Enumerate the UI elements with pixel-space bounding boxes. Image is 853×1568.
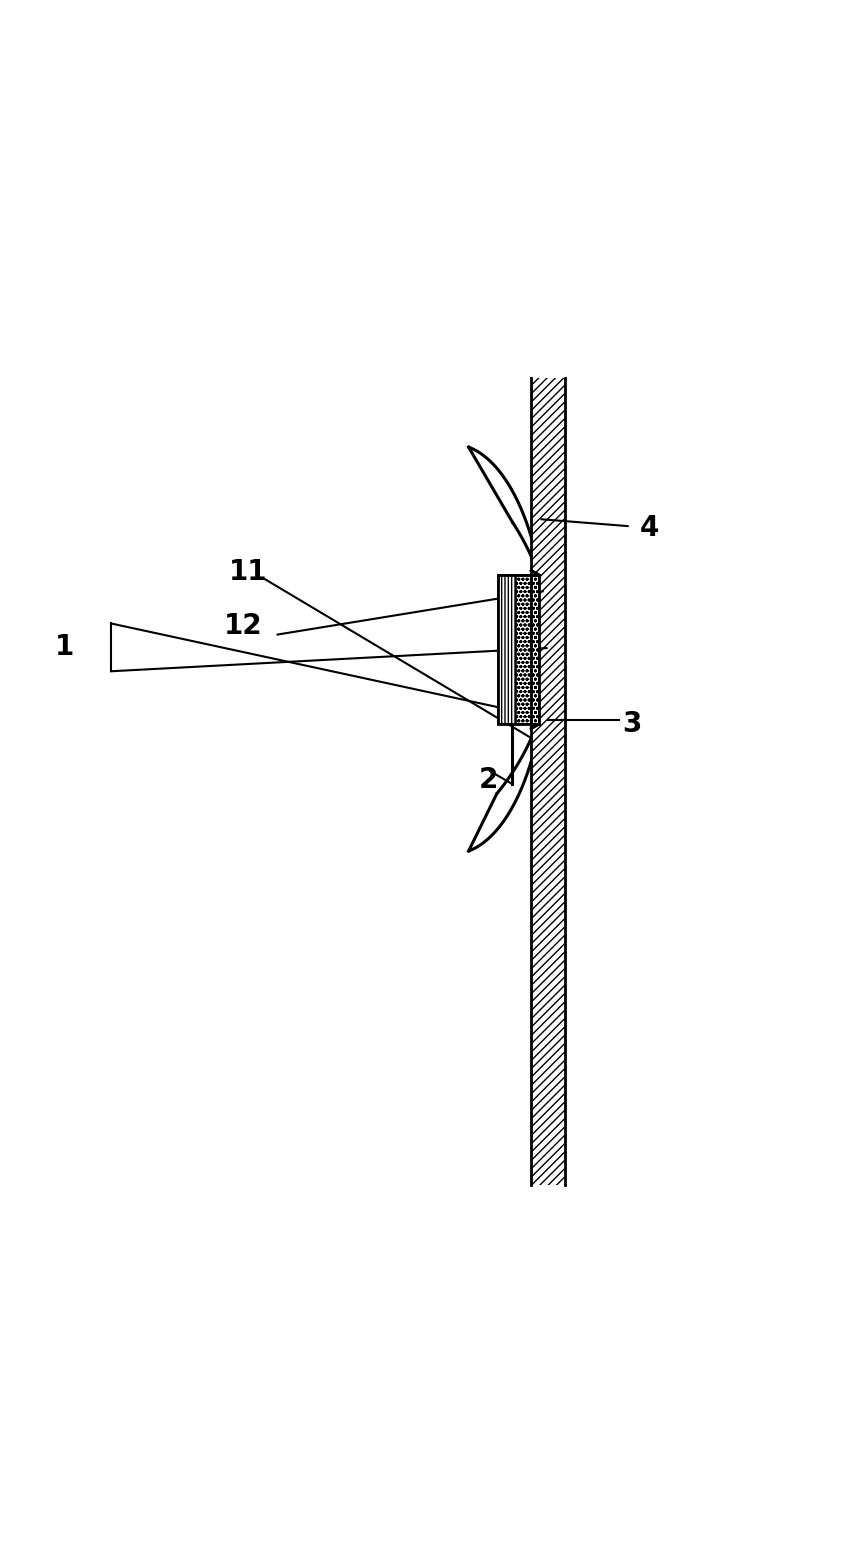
- Text: 11: 11: [228, 558, 267, 586]
- Bar: [497, 575, 538, 724]
- Text: 1: 1: [55, 633, 73, 662]
- Bar: [497, 575, 516, 724]
- Text: 3: 3: [622, 710, 641, 739]
- Text: 4: 4: [639, 514, 658, 543]
- Text: 2: 2: [479, 765, 497, 793]
- Text: 12: 12: [223, 612, 263, 640]
- Bar: [516, 575, 538, 724]
- Bar: [531, 378, 565, 1185]
